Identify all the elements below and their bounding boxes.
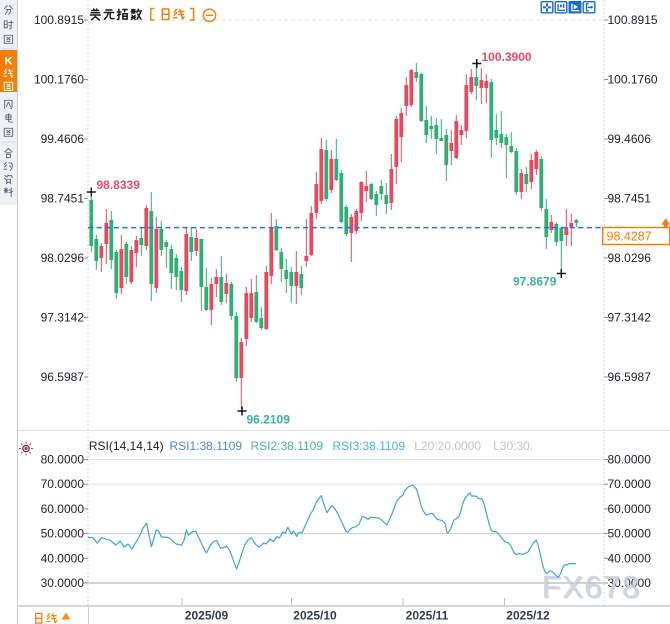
svg-text:99.4606: 99.4606 xyxy=(608,132,652,146)
svg-text:100.8915: 100.8915 xyxy=(34,13,84,27)
svg-text:RSI3:38.1109: RSI3:38.1109 xyxy=(333,439,406,453)
svg-text:100.3900: 100.3900 xyxy=(482,50,532,64)
svg-text:RSI(14,14,14): RSI(14,14,14) xyxy=(89,439,164,453)
svg-text:99.4606: 99.4606 xyxy=(41,132,85,146)
svg-text:2025/11: 2025/11 xyxy=(406,609,449,623)
svg-text:60.0000: 60.0000 xyxy=(608,502,652,516)
svg-text:2025/10: 2025/10 xyxy=(293,609,337,623)
svg-text:30.0000: 30.0000 xyxy=(608,576,652,590)
svg-text:98.0296: 98.0296 xyxy=(41,251,85,265)
svg-text:70.0000: 70.0000 xyxy=(608,477,652,491)
svg-text:K: K xyxy=(5,56,13,68)
svg-text:40.0000: 40.0000 xyxy=(608,551,652,565)
svg-text:2025/09: 2025/09 xyxy=(185,609,229,623)
svg-text:L20:20.0000: L20:20.0000 xyxy=(414,439,481,453)
svg-text:50.0000: 50.0000 xyxy=(608,527,652,541)
svg-text:100.8915: 100.8915 xyxy=(608,13,658,27)
svg-text:40.0000: 40.0000 xyxy=(41,551,85,565)
svg-text:100.1760: 100.1760 xyxy=(608,73,658,87)
svg-text:70.0000: 70.0000 xyxy=(41,477,85,491)
svg-text:30.0000: 30.0000 xyxy=(41,576,85,590)
svg-text:97.8679: 97.8679 xyxy=(513,275,557,289)
svg-text:97.3142: 97.3142 xyxy=(608,311,652,325)
svg-text:98.7451: 98.7451 xyxy=(608,192,652,206)
svg-text:98.8339: 98.8339 xyxy=(97,178,141,192)
svg-text:60.0000: 60.0000 xyxy=(41,502,85,516)
svg-text:FX678: FX678 xyxy=(542,569,641,605)
svg-text:L30:30.: L30:30. xyxy=(493,439,533,453)
svg-text:97.3142: 97.3142 xyxy=(41,311,85,325)
svg-text:RSI2:38.1109: RSI2:38.1109 xyxy=(251,439,324,453)
svg-text:96.5987: 96.5987 xyxy=(41,370,85,384)
svg-text:80.0000: 80.0000 xyxy=(608,453,652,467)
svg-text:80.0000: 80.0000 xyxy=(41,453,85,467)
svg-text:2025/12: 2025/12 xyxy=(506,609,550,623)
svg-text:96.2109: 96.2109 xyxy=(247,413,291,427)
svg-text:98.4287: 98.4287 xyxy=(607,230,652,244)
svg-text:98.7451: 98.7451 xyxy=(41,192,85,206)
svg-text:98.0296: 98.0296 xyxy=(608,251,652,265)
svg-text:100.1760: 100.1760 xyxy=(34,73,84,87)
svg-text:RSI1:38.1109: RSI1:38.1109 xyxy=(170,439,243,453)
svg-text:96.5987: 96.5987 xyxy=(608,370,652,384)
svg-text:50.0000: 50.0000 xyxy=(41,527,85,541)
